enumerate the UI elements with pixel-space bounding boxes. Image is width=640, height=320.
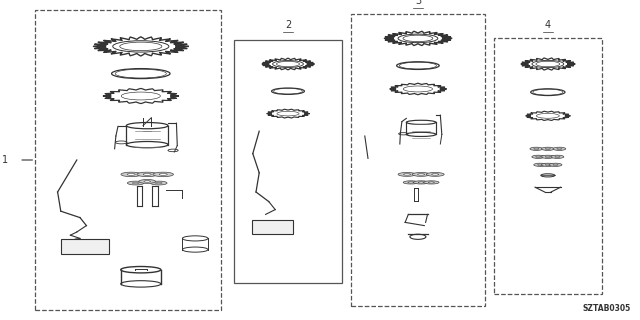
Bar: [494, 38, 602, 294]
Bar: [351, 14, 485, 306]
Ellipse shape: [417, 174, 425, 175]
Bar: [61, 239, 109, 254]
Ellipse shape: [431, 174, 439, 175]
Bar: [234, 40, 342, 283]
Ellipse shape: [532, 155, 545, 158]
Ellipse shape: [545, 164, 550, 165]
Ellipse shape: [418, 182, 424, 183]
Ellipse shape: [541, 147, 554, 150]
Ellipse shape: [555, 156, 560, 157]
Ellipse shape: [557, 148, 562, 149]
Ellipse shape: [144, 181, 150, 182]
Ellipse shape: [412, 172, 430, 176]
Ellipse shape: [159, 173, 167, 175]
Ellipse shape: [413, 181, 429, 184]
Ellipse shape: [534, 148, 539, 149]
Bar: [252, 220, 293, 234]
Ellipse shape: [137, 172, 157, 177]
Ellipse shape: [408, 182, 414, 183]
Ellipse shape: [545, 148, 550, 149]
Ellipse shape: [428, 182, 435, 183]
Text: 3: 3: [415, 0, 421, 6]
Ellipse shape: [426, 172, 444, 176]
Ellipse shape: [541, 155, 554, 158]
Ellipse shape: [538, 164, 543, 165]
Ellipse shape: [553, 164, 558, 165]
Bar: [35, 10, 221, 310]
Text: 2: 2: [285, 20, 291, 30]
Ellipse shape: [150, 181, 167, 185]
Ellipse shape: [398, 172, 416, 176]
Ellipse shape: [541, 163, 554, 166]
Ellipse shape: [551, 155, 564, 158]
Ellipse shape: [541, 174, 555, 177]
Ellipse shape: [545, 156, 550, 157]
Ellipse shape: [121, 172, 141, 177]
Ellipse shape: [143, 173, 151, 175]
Ellipse shape: [153, 172, 173, 177]
Ellipse shape: [403, 174, 411, 175]
Ellipse shape: [536, 156, 541, 157]
Ellipse shape: [156, 182, 162, 184]
Ellipse shape: [403, 181, 419, 184]
Ellipse shape: [534, 163, 547, 166]
Ellipse shape: [549, 163, 562, 166]
Ellipse shape: [127, 181, 144, 185]
Ellipse shape: [127, 173, 135, 175]
Ellipse shape: [424, 181, 439, 184]
Text: SZTAB0305: SZTAB0305: [582, 304, 630, 313]
Text: 1: 1: [1, 155, 8, 165]
Text: 4: 4: [545, 20, 551, 30]
Ellipse shape: [139, 180, 156, 183]
Ellipse shape: [132, 182, 139, 184]
Ellipse shape: [553, 147, 566, 150]
Ellipse shape: [530, 147, 543, 150]
